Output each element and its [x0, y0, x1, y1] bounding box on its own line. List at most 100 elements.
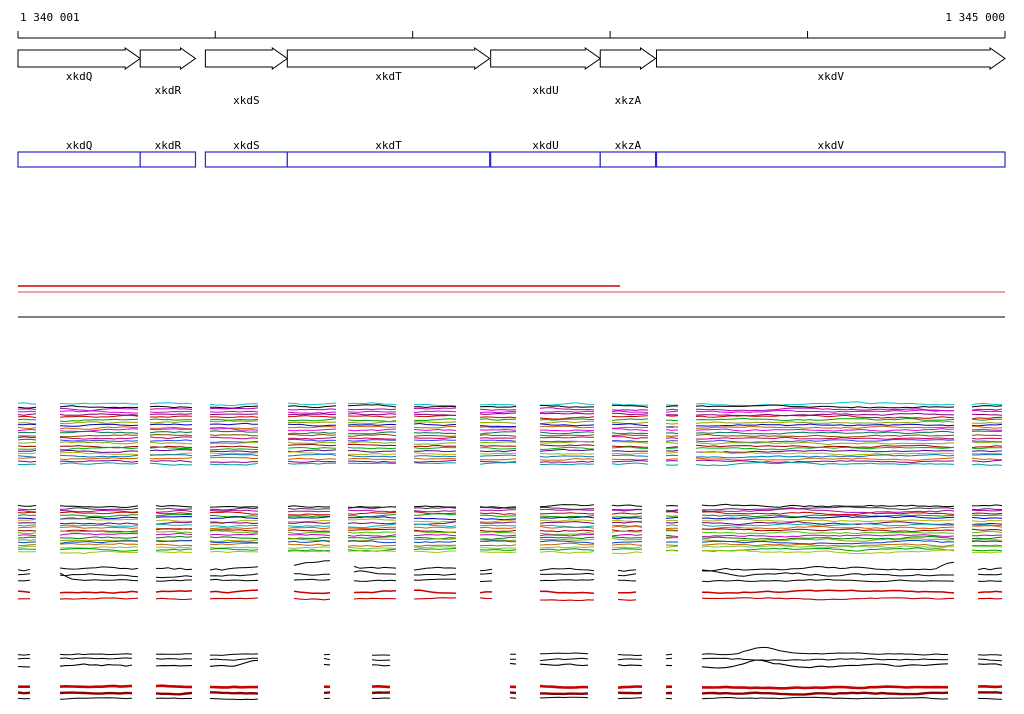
- track-line: [287, 433, 337, 437]
- track-line: [209, 427, 259, 431]
- track-line: [971, 549, 1003, 552]
- track-line: [479, 518, 517, 521]
- track-line: [479, 524, 517, 527]
- track-line: [702, 685, 948, 690]
- track-line: [695, 409, 954, 414]
- track-line: [971, 544, 1003, 547]
- track-line: [149, 433, 193, 437]
- track-line: [479, 519, 517, 523]
- track-line: [209, 410, 259, 413]
- track-line: [539, 418, 595, 421]
- gene-box-xkdS: [204, 151, 288, 168]
- gene-arrow-label: xkdS: [233, 94, 260, 107]
- track-line: [665, 432, 679, 435]
- track-line: [695, 451, 955, 456]
- gene-box-xkdQ: [17, 151, 141, 168]
- track-line: [539, 412, 595, 415]
- track-line: [479, 461, 517, 465]
- track-line: [17, 579, 31, 582]
- track-line: [413, 410, 457, 414]
- track-line: [665, 544, 679, 546]
- track-line: [287, 549, 330, 552]
- gene-arrow-label: xkdQ: [66, 70, 93, 83]
- track-line: [59, 550, 139, 555]
- track-line: [371, 697, 391, 700]
- track-line: [612, 440, 649, 443]
- track-line: [17, 436, 37, 439]
- track-line: [479, 597, 493, 600]
- track-line: [665, 516, 679, 519]
- track-line: [413, 425, 457, 429]
- track-line: [701, 531, 955, 535]
- track-line: [348, 526, 397, 530]
- track-line: [17, 517, 37, 520]
- track-line: [611, 452, 649, 455]
- track-line: [17, 509, 37, 513]
- track-line: [413, 566, 457, 571]
- track-line: [59, 526, 139, 529]
- track-line: [617, 654, 643, 657]
- track-line: [59, 657, 133, 660]
- track-line: [347, 523, 397, 529]
- track-line: [413, 418, 457, 422]
- track-line: [971, 545, 1003, 548]
- track-line: [59, 428, 139, 433]
- track-line: [971, 522, 1003, 525]
- track-line: [479, 454, 517, 457]
- track-line: [17, 514, 37, 517]
- track-line: [59, 405, 139, 409]
- track-line: [414, 403, 457, 407]
- track-line: [287, 438, 337, 442]
- track-line: [971, 534, 1003, 537]
- track-line: [695, 449, 955, 453]
- track-line: [701, 696, 949, 700]
- track-line: [59, 524, 139, 527]
- track-line: [287, 519, 331, 523]
- track-line: [479, 458, 517, 461]
- track-line: [287, 525, 331, 528]
- track-line: [539, 516, 595, 519]
- track-line: [977, 684, 1003, 689]
- track-line: [413, 547, 457, 551]
- track-band-black-red-1: [17, 560, 1003, 602]
- track-line: [665, 524, 679, 527]
- track-line: [413, 450, 457, 453]
- track-line: [701, 503, 955, 508]
- track-line: [209, 511, 258, 515]
- track-line: [971, 539, 1003, 541]
- track-line: [209, 514, 259, 518]
- track-line: [287, 531, 331, 535]
- track-line: [479, 437, 517, 439]
- track-line: [539, 536, 595, 540]
- track-line: [209, 434, 259, 437]
- track-line: [59, 691, 133, 695]
- track-line: [977, 573, 1003, 576]
- axis-start-coordinate: 1 340 001: [20, 11, 80, 24]
- track-line: [287, 425, 337, 429]
- track-line: [17, 534, 37, 537]
- track-line: [611, 445, 649, 448]
- track-line: [701, 543, 955, 547]
- gene-arrow-xkdS: [204, 47, 289, 70]
- track-line: [149, 402, 193, 405]
- track-line: [59, 540, 139, 544]
- track-line: [479, 439, 517, 442]
- track-line: [539, 506, 595, 510]
- track-line: [287, 510, 330, 513]
- track-line: [701, 657, 949, 662]
- track-line: [287, 516, 331, 519]
- track-line: [540, 463, 595, 466]
- track-line: [59, 542, 139, 546]
- track-line: [665, 440, 679, 442]
- track-line: [611, 524, 643, 527]
- track-line: [701, 569, 954, 577]
- track-line: [155, 515, 193, 518]
- gene-box-label: xkzA: [615, 139, 642, 152]
- track-line: [371, 684, 391, 689]
- track-line: [210, 653, 259, 656]
- track-line: [209, 550, 259, 554]
- track-line: [347, 428, 397, 432]
- track-line: [971, 504, 1003, 507]
- track-line: [287, 460, 337, 463]
- track-line: [210, 416, 259, 419]
